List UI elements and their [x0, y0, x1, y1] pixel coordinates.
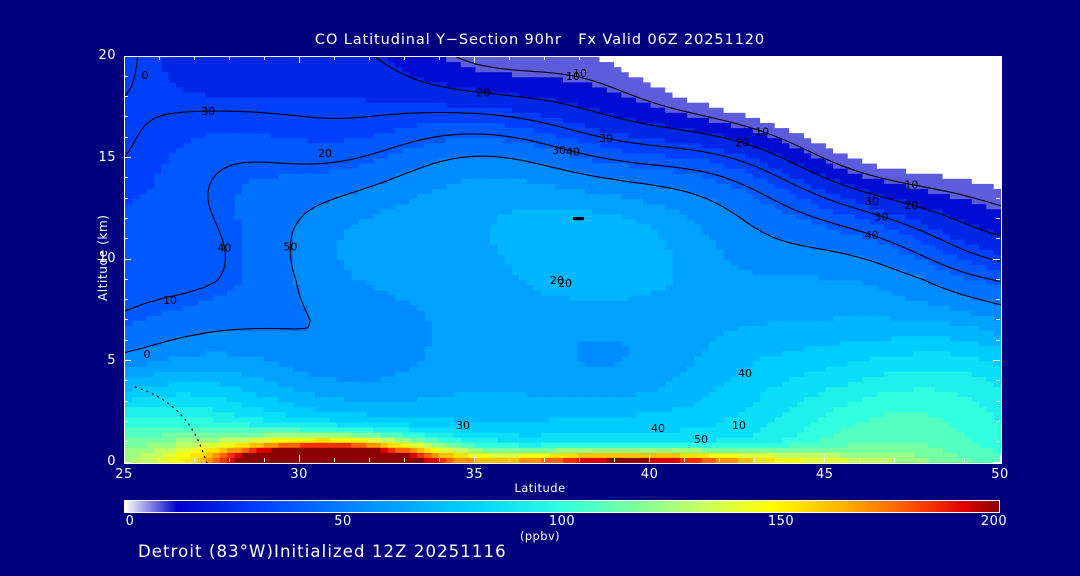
colorbar-tick: 50 — [334, 514, 352, 529]
field-wrapper: 1010102020203030304040405001010202020202… — [125, 57, 1001, 463]
plot-area: 1010102020203030304040405001010202020202… — [124, 56, 1002, 464]
co-concentration-field — [125, 57, 1001, 463]
colorbar-unit-label: (ppbv) — [519, 529, 561, 543]
colorbar-tick: 0 — [125, 514, 135, 529]
contour-overlay: 1010102020203030304040405001010202020202… — [125, 57, 1001, 463]
colorbar-tick: 200 — [980, 514, 1008, 529]
colorbar-tick: 150 — [767, 514, 795, 529]
colorbar — [124, 500, 1000, 513]
x-axis-label: Latitude — [514, 481, 566, 495]
y-axis-label: Altitude (km) — [96, 214, 110, 301]
colorbar-gradient — [125, 501, 999, 512]
chart-caption: Detroit (83°W)Initialized 12Z 20251116 — [138, 542, 507, 561]
colorbar-tick: 100 — [548, 514, 576, 529]
chart-title: CO Latitudinal Y−Section 90hr Fx Valid 0… — [314, 32, 766, 48]
